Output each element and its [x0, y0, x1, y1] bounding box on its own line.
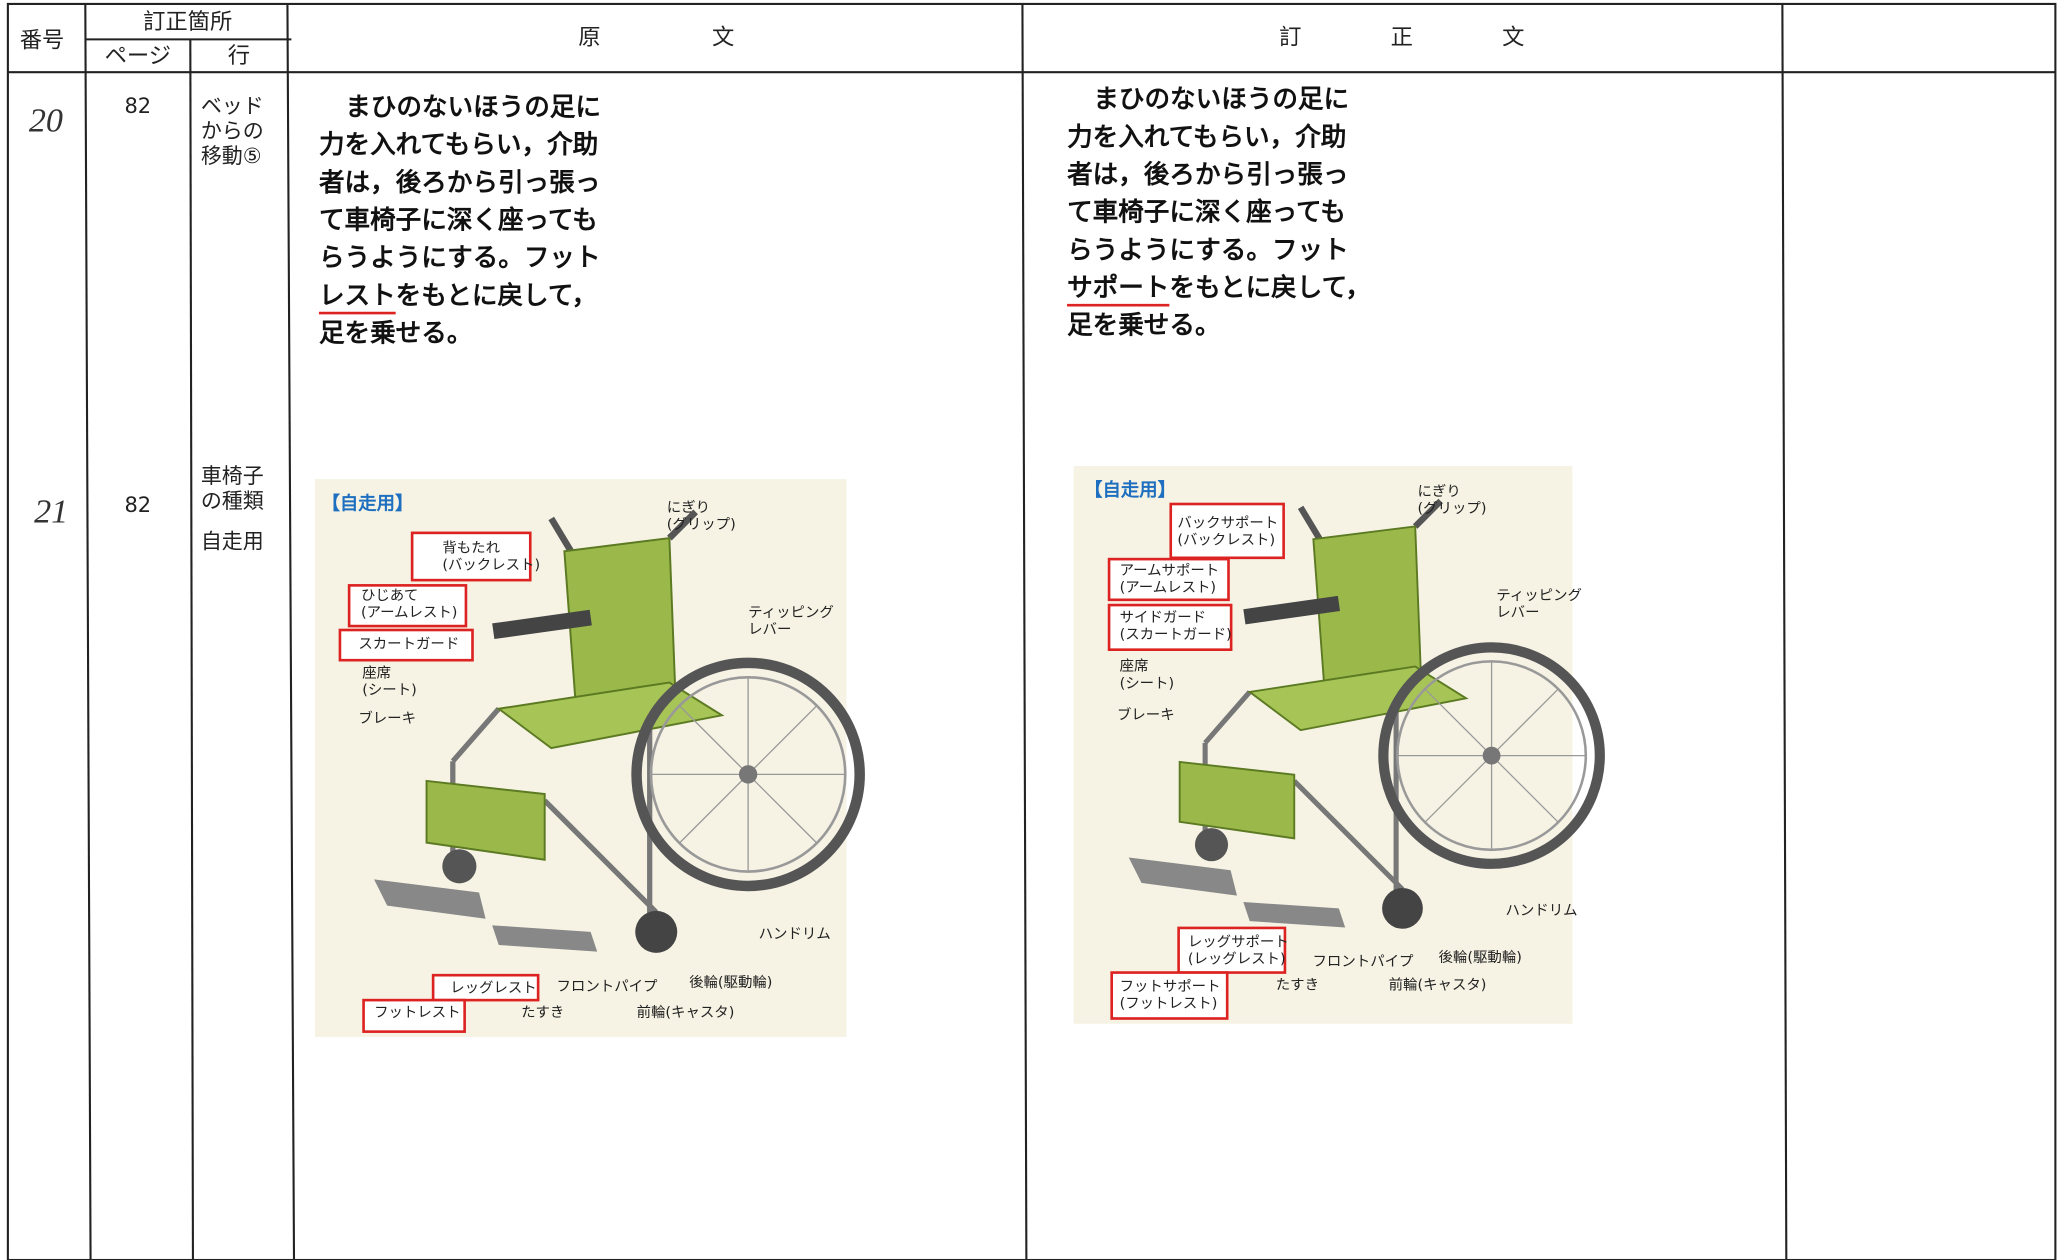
- highlight-box: [1110, 971, 1229, 1020]
- row-number: 20: [29, 102, 63, 139]
- figure-label: 後輪(駆動輪): [1439, 949, 1522, 966]
- figure-title: 【自走用】: [1084, 479, 1176, 501]
- paragraph-line: て車椅子に深く座っても: [1067, 197, 1346, 228]
- figure-label: (アームレスト): [1120, 580, 1217, 596]
- figure-label: アームサポート: [1120, 562, 1220, 579]
- figure-title: 【自走用】: [322, 492, 414, 514]
- figure-label: スカートガード: [358, 635, 459, 652]
- row-page: 82: [124, 493, 151, 517]
- highlight-box: [362, 998, 466, 1033]
- figure-label: たすき: [521, 1004, 564, 1021]
- figure-label: 前輪(キャスタ): [1389, 977, 1487, 994]
- row-line: 車椅子: [201, 464, 264, 488]
- figure-label: (グリップ): [1418, 500, 1487, 517]
- highlight-box: [347, 584, 468, 628]
- figure-label: 前輪(キャスタ): [637, 1004, 735, 1021]
- figure-label: (アームレスト): [361, 605, 458, 621]
- paragraph-line: 足を乗せる。: [1067, 311, 1220, 341]
- header-number: 番号: [20, 27, 65, 53]
- highlight-box: [431, 973, 540, 1002]
- figure-label: ティッピング: [748, 604, 834, 621]
- table-border: [6, 2, 2057, 1260]
- figure-label: 座席: [362, 664, 391, 681]
- row-page: 82: [124, 94, 151, 118]
- figure-label: フットレスト: [374, 1005, 461, 1021]
- paragraph-line: 者は，後ろから引っ張っ: [319, 168, 600, 198]
- figure-label: ハンドリム: [759, 926, 831, 942]
- header-page: ページ: [105, 43, 171, 69]
- row-line: 自走用: [201, 530, 264, 554]
- paragraph-line: 力を入れてもらい，介助: [319, 130, 598, 160]
- figure-label: 背もたれ: [442, 540, 500, 557]
- figure-label: フットサポート: [1120, 978, 1221, 995]
- header-location: 訂正箇所: [143, 9, 232, 35]
- figure-label: フロントパイプ: [557, 978, 659, 995]
- figure-label: (シート): [362, 682, 417, 698]
- highlight-box: [1107, 557, 1230, 602]
- row-line: からの: [201, 119, 264, 143]
- figure-label: ハンドリム: [1505, 903, 1577, 919]
- figure-label: 後輪(駆動輪): [689, 974, 772, 991]
- figure-label: (スカートガード): [1120, 626, 1232, 643]
- paragraph-line: 者は，後ろから引っ張っ: [1067, 160, 1348, 190]
- table-rules: [7, 3, 2056, 1260]
- figure-label: レバー: [748, 622, 791, 638]
- figure-label: (バックレスト): [1177, 532, 1275, 549]
- figure-label: ティッピング: [1496, 587, 1582, 604]
- paragraph-line: らうようにする。フット: [1067, 235, 1349, 265]
- header-line: 行: [228, 43, 250, 69]
- figure-label: たすき: [1276, 977, 1319, 994]
- figure-label: にぎり: [1418, 483, 1461, 500]
- figure-label: (シート): [1120, 676, 1175, 692]
- highlight-box: [1169, 502, 1285, 560]
- figure-label: (グリップ): [667, 516, 736, 533]
- row-line: ベッド: [201, 94, 264, 118]
- figure-label: (バックレスト): [442, 557, 540, 574]
- paragraph-line: 足を乗せる。: [319, 319, 472, 349]
- header-original: 原 文: [578, 25, 734, 51]
- paragraph-line: て車椅子に深く座っても: [319, 205, 598, 236]
- highlight-box: [1107, 603, 1233, 651]
- figure-label: バックサポート: [1177, 515, 1278, 532]
- highlight-box: [1177, 926, 1287, 974]
- paragraph-line: 力を入れてもらい，介助: [1067, 122, 1346, 152]
- figure-label: (フットレスト): [1120, 996, 1218, 1012]
- paragraph-line: をもとに戻して，: [1169, 273, 1371, 303]
- highlight-box: [338, 628, 474, 662]
- paragraph-line: まひのないほうの足に: [345, 93, 601, 123]
- underlined-text: レスト: [319, 281, 396, 311]
- row-line: 移動⑤: [201, 144, 262, 168]
- figure-label: 座席: [1120, 658, 1149, 675]
- highlight-box: [410, 531, 532, 582]
- paragraph-line: まひのないほうの足に: [1093, 85, 1349, 115]
- paragraph-line: らうようにする。フット: [319, 243, 601, 273]
- figure-label: レバー: [1496, 605, 1539, 621]
- figure-label: にぎり: [667, 499, 710, 516]
- paragraph-line: をもとに戻して，: [396, 281, 598, 311]
- figure-label: ブレーキ: [1117, 705, 1175, 723]
- figure-label: ひじあて: [361, 587, 418, 604]
- figure-label: フロントパイプ: [1313, 953, 1415, 970]
- header-corrected: 訂 正 文: [1279, 25, 1524, 51]
- figure-label: レッグレスト: [450, 979, 537, 996]
- figure-label: サイドガード: [1120, 609, 1207, 626]
- row-line: の種類: [201, 489, 264, 513]
- figure-label: レッグサポート: [1188, 933, 1289, 950]
- underlined-text: サポート: [1067, 272, 1169, 303]
- row-number: 21: [34, 493, 68, 530]
- figure-label: (レッグレスト): [1188, 950, 1286, 967]
- figure-label: ブレーキ: [358, 709, 416, 727]
